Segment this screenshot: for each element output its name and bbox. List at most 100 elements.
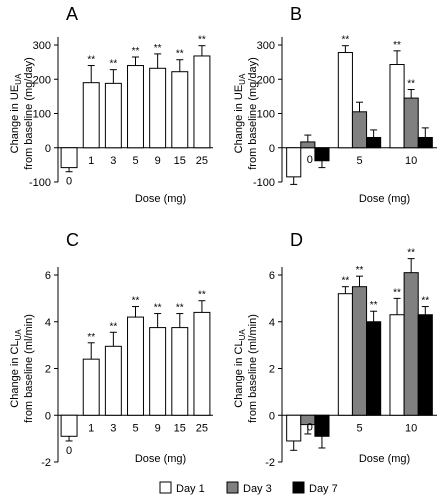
y-axis-label: Change in UEUAfrom baseline (mg/day) — [233, 57, 259, 170]
x-tick-label: 0 — [307, 154, 313, 166]
panel-letter: A — [66, 4, 78, 24]
x-axis-label: Dose (mg) — [135, 193, 186, 205]
significance-marker: ** — [198, 290, 206, 301]
bar — [389, 314, 405, 416]
significance-marker: ** — [393, 40, 401, 51]
bar — [286, 414, 302, 442]
significance-marker: ** — [132, 296, 140, 307]
panel-letter: C — [66, 230, 79, 250]
legend-label-day7: Day 7 — [309, 483, 338, 495]
bar — [60, 414, 78, 437]
panel-letter: B — [290, 4, 302, 24]
legend-swatch-day3 — [226, 481, 239, 494]
significance-marker: ** — [421, 296, 429, 307]
significance-marker: ** — [407, 79, 415, 90]
x-tick-label: 3 — [110, 155, 116, 167]
bar — [193, 311, 211, 416]
y-tick-label: 2 — [45, 364, 51, 376]
x-axis-label: Dose (mg) — [135, 453, 186, 465]
bar — [366, 136, 382, 149]
x-tick-label: 25 — [196, 422, 208, 434]
x-axis-label: Dose (mg) — [359, 193, 410, 205]
bar — [403, 272, 419, 416]
significance-marker: ** — [87, 55, 95, 66]
significance-marker: ** — [132, 46, 140, 57]
bar — [351, 286, 368, 416]
y-tick-label: 100 — [33, 109, 51, 121]
x-tick-label: 5 — [132, 155, 138, 167]
significance-marker: ** — [154, 43, 162, 54]
y-tick-label: 6 — [269, 270, 275, 282]
bar — [149, 327, 167, 416]
y-tick-label: -100 — [253, 177, 275, 189]
x-tick-label: 5 — [356, 422, 362, 434]
significance-marker: ** — [341, 276, 349, 287]
bar — [403, 97, 419, 149]
bar — [314, 147, 330, 162]
legend-label-day3: Day 3 — [243, 483, 272, 495]
x-tick-label: 0 — [66, 176, 72, 188]
significance-marker: ** — [356, 265, 364, 276]
y-tick-label: 300 — [33, 40, 51, 52]
significance-marker: ** — [198, 35, 206, 46]
x-tick-label: 9 — [155, 422, 161, 434]
chart-panel-A: A -100 0 100 200 300 Change in UEUAfrom baseli… — [9, 4, 213, 205]
y-tick-label: -2 — [41, 457, 51, 469]
y-axis-label: Change in UEUAfrom baseline (mg/day) — [9, 57, 35, 170]
bar — [149, 67, 167, 149]
legend-swatch-day1 — [159, 481, 172, 494]
y-tick-label: 0 — [45, 143, 51, 155]
significance-marker: ** — [109, 59, 117, 70]
bar — [193, 55, 211, 149]
significance-marker: ** — [176, 49, 184, 60]
x-tick-label: 0 — [66, 445, 72, 457]
legend-label-day1: Day 1 — [176, 483, 205, 495]
y-axis-label: Change in CLUAfrom baseline (ml/min) — [233, 314, 259, 423]
bar — [127, 316, 144, 416]
significance-marker: ** — [370, 300, 378, 311]
y-tick-label: 100 — [257, 109, 275, 121]
y-tick-label: 6 — [45, 270, 51, 282]
bar — [171, 327, 189, 416]
x-tick-label: 10 — [405, 422, 417, 434]
y-tick-label: 0 — [45, 410, 51, 422]
x-tick-label: 9 — [155, 155, 161, 167]
x-tick-label: 15 — [174, 422, 186, 434]
y-tick-label: 300 — [257, 40, 275, 52]
y-tick-label: 0 — [269, 143, 275, 155]
y-tick-label: 2 — [269, 364, 275, 376]
x-tick-label: 25 — [196, 155, 208, 167]
y-tick-label: 200 — [33, 74, 51, 86]
x-tick-label: 5 — [356, 155, 362, 167]
y-tick-label: 4 — [269, 317, 275, 329]
x-tick-label: 15 — [174, 155, 186, 167]
bar — [286, 147, 302, 178]
significance-marker: ** — [393, 287, 401, 298]
bar — [351, 111, 368, 149]
y-tick-label: 4 — [45, 317, 51, 329]
significance-marker: ** — [87, 332, 95, 343]
y-tick-label: -2 — [265, 457, 275, 469]
y-tick-label: 200 — [257, 74, 275, 86]
bar — [314, 414, 330, 437]
significance-marker: ** — [154, 303, 162, 314]
bar — [104, 345, 122, 416]
bar — [127, 65, 144, 149]
bar — [300, 141, 316, 149]
chart-panel-D: D -2 0 2 4 6 Change in CLUAfrom baseline (ml/m… — [233, 230, 437, 469]
significance-marker: ** — [407, 248, 415, 259]
x-tick-label: 5 — [132, 422, 138, 434]
bar — [104, 82, 122, 149]
bar — [60, 147, 78, 169]
bar — [417, 314, 433, 416]
bar — [389, 64, 405, 149]
y-tick-label: 0 — [269, 410, 275, 422]
x-tick-label: 10 — [405, 155, 417, 167]
significance-marker: ** — [109, 321, 117, 332]
x-tick-label: 1 — [88, 155, 94, 167]
bar — [82, 82, 100, 149]
bar — [337, 293, 353, 416]
legend: Day 1 Day 3 Day 7 — [159, 481, 338, 495]
x-tick-label: 1 — [88, 422, 94, 434]
